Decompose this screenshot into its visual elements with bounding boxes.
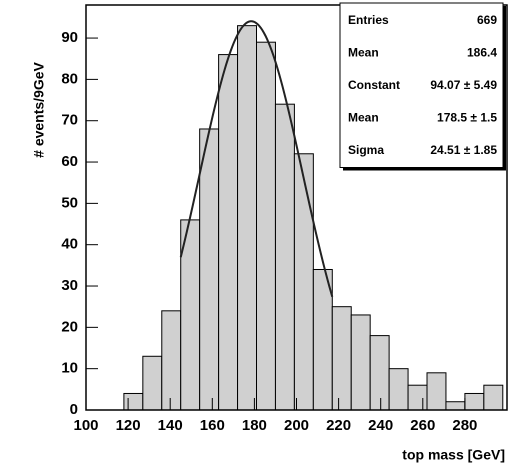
x-tick-label: 220 [326,417,351,434]
bar [388,368,409,411]
bar [218,54,239,411]
y-tick-label: 80 [61,70,78,87]
y-tick-label: 10 [61,360,78,377]
x-tick-label: 140 [158,417,183,434]
y-tick-label: 20 [61,318,78,335]
bar [483,384,504,411]
bar [293,153,314,411]
stats-value: 24.51 ± 1.85 [430,143,497,157]
y-tick-label: 0 [70,401,78,418]
bar [331,306,352,411]
stats-label: Constant [348,78,400,92]
y-tick-label: 60 [61,153,78,170]
stats-label: Mean [348,46,379,60]
y-tick-label: 70 [61,112,78,129]
fit-curve [179,20,334,298]
y-tick-label: 90 [61,29,78,46]
x-tick-label: 160 [200,417,225,434]
bar [407,384,428,411]
y-tick-label: 50 [61,194,78,211]
stats-value: 186.4 [467,46,497,60]
y-axis-title: # events/9GeV [31,61,47,157]
stats-label: Mean [348,111,379,125]
bar [161,310,182,411]
bar [123,392,144,411]
x-tick-label: 100 [73,417,98,434]
stats-label: Entries [348,13,389,27]
x-tick-label: 180 [242,417,267,434]
x-tick-label: 120 [116,417,141,434]
bar [312,268,333,411]
stats-value: 178.5 ± 1.5 [437,111,497,125]
y-tick-label: 30 [61,277,78,294]
stats-box [339,2,504,168]
x-tick-label: 200 [284,417,309,434]
x-axis-title: top mass [GeV] [402,447,505,463]
stats-value: 669 [477,13,497,27]
bar [274,103,295,411]
bar [350,314,371,411]
bar [464,392,485,411]
y-tick-label: 40 [61,236,78,253]
x-tick-label: 260 [410,417,435,434]
bar [256,41,276,411]
x-tick-label: 240 [368,417,393,434]
bar [142,355,163,411]
stats-value: 94.07 ± 5.49 [430,78,497,92]
bar [199,128,220,411]
stats-label: Sigma [348,143,384,157]
x-tick-label: 280 [452,417,477,434]
bar [237,25,258,411]
bar [369,335,390,411]
bar [445,401,466,411]
bar [426,372,447,411]
